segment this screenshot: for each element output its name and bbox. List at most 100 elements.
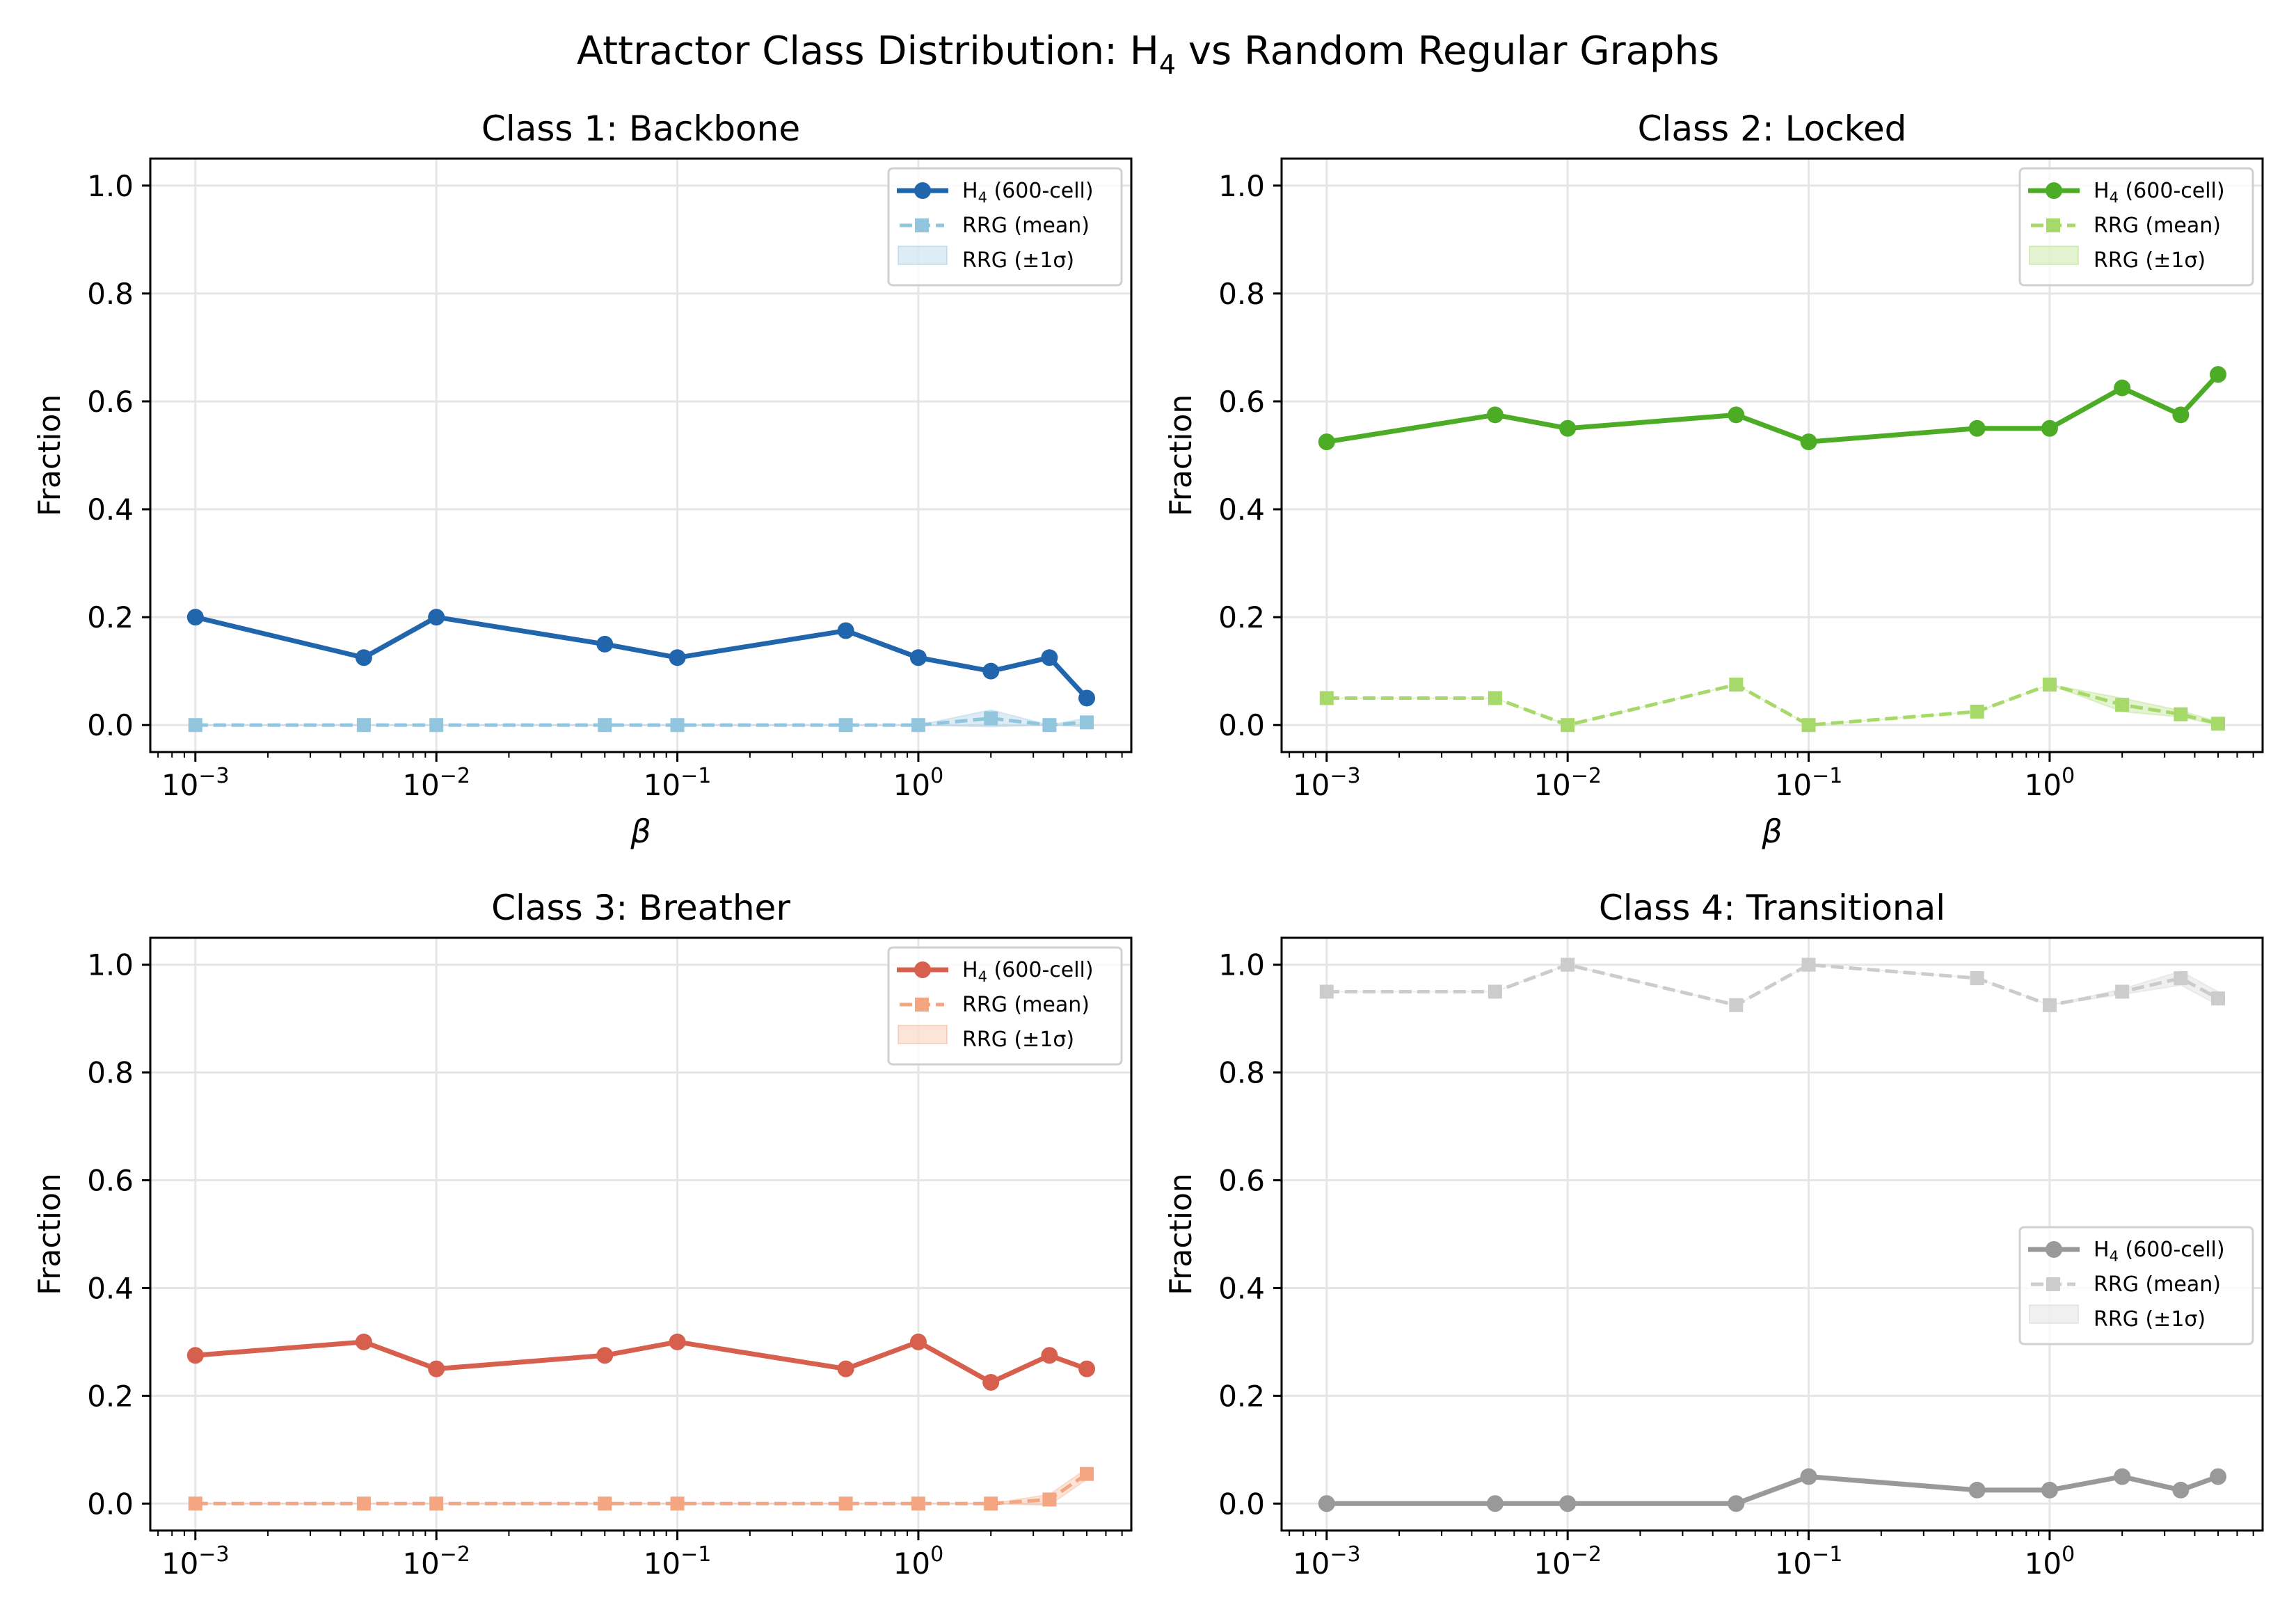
- h4-marker: [1318, 1495, 1335, 1512]
- rrg-mean-marker: [1729, 678, 1744, 692]
- x-tick-label: 10−3: [161, 1542, 230, 1581]
- rrg-mean-marker: [2042, 998, 2057, 1012]
- rrg-mean-marker: [838, 1496, 853, 1511]
- legend-h4-icon: [2046, 182, 2062, 199]
- legend: H4 (600-cell) RRG (mean) RRG (±1σ): [2018, 167, 2254, 287]
- legend-rrg-mean-icon: [915, 218, 929, 232]
- legend-label-h4: H4 (600-cell): [2094, 179, 2225, 206]
- rrg-mean-marker: [188, 718, 202, 733]
- h4-marker: [1800, 433, 1817, 451]
- h4-line: [1326, 1474, 2219, 1506]
- rrg-mean-marker: [670, 718, 685, 733]
- legend-label-h4: H4 (600-cell): [962, 179, 1094, 206]
- y-tick-label: 0.4: [87, 1271, 134, 1305]
- h4-marker: [1078, 689, 1096, 707]
- h4-marker: [1968, 420, 1986, 437]
- rrg-mean-marker: [1970, 971, 1984, 986]
- y-tick-label: 0.8: [1218, 277, 1265, 311]
- rrg-mean-marker: [2211, 991, 2226, 1006]
- h4-marker: [1728, 406, 1745, 424]
- rrg-mean-marker: [2115, 984, 2130, 999]
- legend-h4-icon: [2046, 1241, 2062, 1258]
- y-axis: 0.0 0.2 0.4 0.6 0.8 1.0: [1218, 948, 1282, 1521]
- y-tick-label: 1.0: [87, 948, 134, 982]
- h4-marker: [355, 1333, 372, 1350]
- rrg-mean-marker: [2174, 707, 2188, 721]
- h4-marker: [837, 1360, 854, 1377]
- rrg-mean-line: [1326, 682, 2219, 727]
- rrg-mean-marker: [911, 718, 925, 733]
- rrg-mean-marker: [2211, 717, 2226, 731]
- rrg-mean-marker: [1561, 957, 1575, 972]
- x-axis-label: β: [1761, 813, 1782, 850]
- subplot-title: Class 4: Transitional: [1599, 888, 1945, 928]
- h4-marker: [2210, 366, 2227, 383]
- h4-marker: [982, 1374, 1000, 1391]
- figure-title: Attractor Class Distribution: H4 vs Rand…: [577, 29, 1719, 80]
- x-tick-label: 10−3: [1293, 764, 1361, 802]
- legend-rrg-band-icon: [898, 246, 948, 265]
- legend-h4-icon: [914, 961, 931, 978]
- h4-marker: [186, 1347, 204, 1364]
- x-tick-label: 10−3: [1293, 1542, 1361, 1581]
- y-tick-label: 0.2: [87, 1379, 134, 1413]
- h4-marker: [2172, 406, 2190, 424]
- rrg-mean-marker: [1080, 715, 1094, 730]
- x-axis: 10−3 10−2 10−1 100: [157, 752, 1123, 802]
- h4-marker: [1041, 649, 1058, 666]
- legend-label-rrg-band: RRG (±1σ): [962, 1028, 1074, 1052]
- h4-marker: [1559, 420, 1577, 437]
- legend-label-rrg-mean: RRG (mean): [2094, 1272, 2221, 1297]
- h4-marker: [2114, 1468, 2131, 1485]
- rrg-mean-marker: [1729, 998, 1744, 1012]
- rrg-mean-marker: [1080, 1467, 1094, 1481]
- y-axis: 0.0 0.2 0.4 0.6 0.8 1.0: [87, 948, 150, 1521]
- y-tick-label: 0.2: [1218, 600, 1265, 634]
- rrg-mean-line: [195, 717, 1087, 727]
- rrg-mean-marker: [1319, 691, 1334, 705]
- x-tick-label: 10−2: [402, 1542, 470, 1581]
- legend-rrg-band-icon: [2029, 246, 2079, 265]
- rrg-mean-marker: [356, 1496, 371, 1511]
- subplot-title: Class 1: Backbone: [481, 109, 800, 149]
- h4-line: [194, 614, 1089, 700]
- h4-marker: [982, 662, 1000, 680]
- y-axis-label: Fraction: [1163, 1173, 1199, 1295]
- h4-marker: [1041, 1347, 1058, 1364]
- x-axis-label: β: [1761, 1591, 1782, 1595]
- h4-marker: [1318, 433, 1335, 451]
- rrg-std-band: [195, 1467, 1088, 1506]
- subplot-title: Class 2: Locked: [1638, 109, 1907, 149]
- h4-marker: [355, 649, 372, 666]
- h4-marker: [596, 1347, 614, 1364]
- x-axis-label: β: [630, 1591, 651, 1595]
- rrg-mean-marker: [429, 718, 444, 733]
- h4-marker: [909, 1333, 927, 1350]
- x-axis: 10−3 10−2 10−1 100: [1289, 752, 2254, 802]
- legend-label-h4: H4 (600-cell): [2094, 1238, 2225, 1265]
- rrg-mean-marker: [2115, 698, 2130, 712]
- h4-marker: [2041, 420, 2058, 437]
- rrg-mean-marker: [1801, 718, 1816, 733]
- rrg-mean-marker: [1319, 984, 1334, 999]
- y-tick-label: 0.0: [1218, 1487, 1265, 1521]
- y-tick-label: 0.2: [1218, 1379, 1265, 1413]
- legend-label-h4: H4 (600-cell): [962, 958, 1094, 985]
- h4-marker: [596, 635, 614, 653]
- y-tick-label: 0.6: [1218, 385, 1265, 419]
- legend: H4 (600-cell) RRG (mean) RRG (±1σ): [887, 167, 1123, 287]
- y-axis: 0.0 0.2 0.4 0.6 0.8 1.0: [1218, 169, 1282, 742]
- legend-label-rrg-mean: RRG (mean): [962, 993, 1090, 1017]
- y-axis-label: Fraction: [1163, 394, 1199, 517]
- x-tick-label: 10−1: [1775, 1542, 1843, 1581]
- h4-marker: [1486, 406, 1504, 424]
- y-tick-label: 0.0: [1218, 708, 1265, 742]
- x-tick-label: 10−2: [1533, 764, 1602, 802]
- y-tick-label: 0.2: [87, 600, 134, 634]
- axes-frame: [149, 157, 1133, 753]
- axes-frame: [1280, 157, 2264, 753]
- rrg-mean-line: [1326, 963, 2219, 1007]
- y-tick-label: 0.4: [1218, 493, 1265, 527]
- h4-line: [195, 1339, 1088, 1385]
